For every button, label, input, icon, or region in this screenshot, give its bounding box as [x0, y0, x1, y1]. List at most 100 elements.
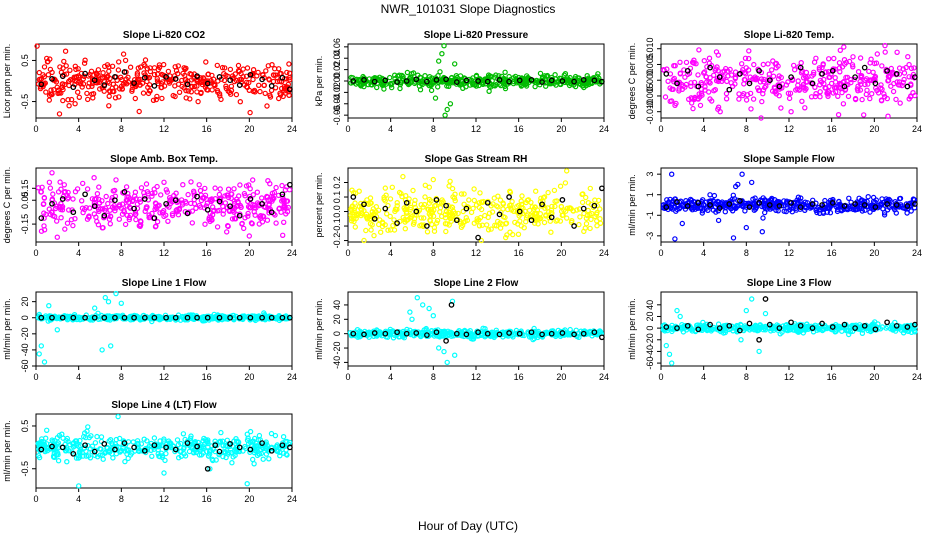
black-data-point — [172, 76, 179, 82]
data-point — [47, 185, 54, 191]
data-point — [742, 324, 748, 331]
data-point — [837, 81, 844, 88]
black-data-point — [737, 198, 743, 204]
data-point — [273, 220, 279, 226]
data-point — [855, 87, 861, 94]
data-point — [748, 106, 754, 112]
data-point — [189, 220, 195, 226]
x-tick-label: 8 — [431, 248, 436, 258]
data-point — [191, 190, 197, 196]
data-point — [85, 453, 92, 459]
black-data-point — [872, 80, 879, 87]
data-point — [723, 96, 730, 102]
data-point — [682, 74, 688, 80]
black-data-point — [591, 202, 598, 209]
data-point — [711, 87, 717, 94]
data-point — [191, 439, 197, 446]
data-point — [418, 78, 424, 85]
data-point — [99, 198, 105, 204]
black-data-point — [287, 181, 293, 188]
data-point — [882, 93, 888, 100]
black-data-point — [382, 205, 389, 212]
data-point — [356, 203, 363, 210]
data-point — [420, 223, 426, 230]
data-point — [857, 55, 864, 61]
data-point — [108, 197, 115, 203]
outlier-point — [677, 313, 683, 320]
data-point — [133, 216, 139, 223]
data-point — [287, 76, 293, 83]
data-point — [75, 66, 81, 72]
data-point — [251, 461, 257, 467]
data-point — [664, 197, 670, 203]
data-point — [268, 87, 275, 94]
data-point — [578, 331, 585, 337]
data-point — [515, 221, 521, 227]
black-data-point — [463, 77, 470, 84]
black-data-point — [663, 324, 670, 330]
data-point — [79, 84, 85, 90]
data-point — [161, 83, 168, 89]
data-point — [154, 78, 161, 84]
black-data-point — [559, 330, 566, 336]
outlier-point — [669, 171, 675, 177]
data-point — [723, 322, 729, 329]
black-data-point — [350, 194, 357, 200]
data-point — [536, 78, 542, 85]
data-point — [904, 210, 910, 216]
data-point — [231, 209, 237, 215]
data-point — [249, 177, 256, 183]
outlier-point — [161, 179, 167, 185]
data-point — [134, 201, 141, 207]
panel-title: Slope Li-820 Pressure — [424, 30, 529, 41]
data-point — [129, 86, 135, 93]
data-point — [116, 216, 123, 222]
black-data-point — [726, 322, 733, 329]
colored-series — [348, 168, 604, 244]
data-point — [868, 77, 875, 84]
black-data-point — [904, 324, 911, 330]
x-tick-label: 4 — [388, 372, 393, 382]
y-axis-label: ml/min per min. — [627, 174, 637, 236]
data-point — [732, 74, 739, 81]
data-point — [124, 203, 130, 209]
data-point — [832, 74, 838, 81]
data-point — [593, 211, 600, 217]
data-point — [508, 207, 515, 213]
data-point — [841, 78, 847, 85]
data-point — [497, 225, 504, 231]
data-point — [463, 83, 469, 90]
x-tick-label: 0 — [345, 124, 350, 134]
figure-title: NWR_101031 Slope Diagnostics — [381, 2, 556, 16]
data-point — [477, 190, 483, 196]
data-point — [175, 63, 181, 69]
y-tick-label: -20 — [332, 342, 342, 355]
data-point — [68, 96, 75, 103]
data-point — [158, 450, 165, 456]
y-tick-label: -20 — [645, 333, 655, 346]
data-point — [571, 82, 577, 88]
data-point — [194, 83, 200, 89]
data-point — [266, 456, 272, 462]
black-data-point — [350, 78, 357, 84]
data-point — [503, 234, 509, 241]
black-data-point — [141, 74, 148, 81]
data-point — [212, 185, 218, 191]
data-point — [867, 95, 873, 102]
data-point — [185, 88, 191, 94]
data-point — [143, 181, 150, 187]
data-point — [424, 229, 431, 235]
outlier-point — [54, 327, 61, 333]
black-data-point — [797, 322, 804, 329]
data-point — [795, 82, 801, 89]
data-point — [41, 223, 47, 229]
data-point — [479, 222, 485, 228]
data-point — [410, 187, 416, 194]
data-point — [470, 336, 477, 342]
outlier-point — [361, 237, 367, 244]
black-data-point — [194, 443, 200, 450]
data-point — [457, 218, 463, 224]
data-point — [381, 86, 387, 92]
